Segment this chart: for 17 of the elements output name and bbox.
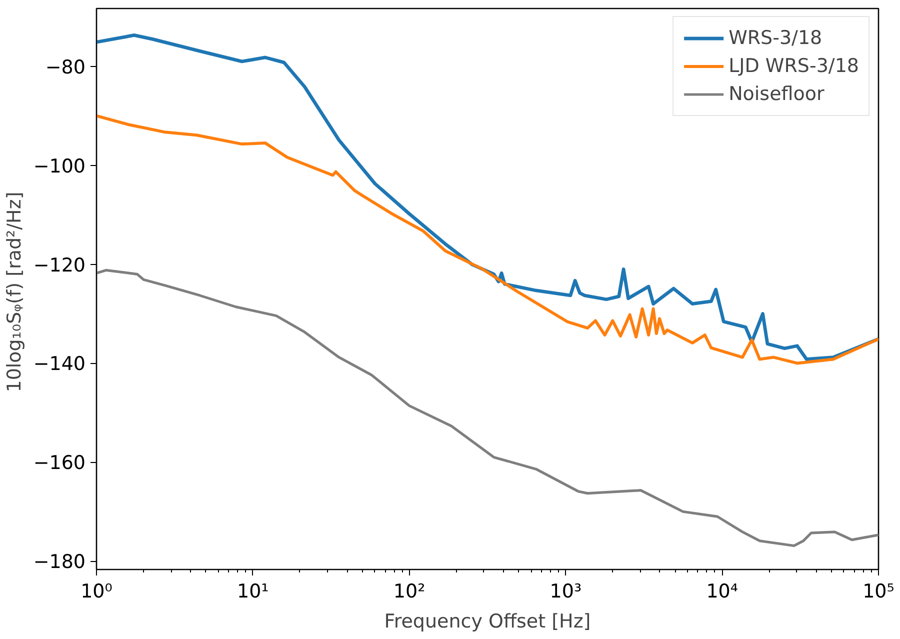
x-tick-label: 10² — [393, 580, 426, 602]
x-axis-title: Frequency Offset [Hz] — [384, 610, 591, 632]
y-tick-label: −100 — [33, 155, 86, 178]
legend-label: LJD WRS-3/18 — [728, 55, 859, 77]
x-tick-label: 10¹ — [237, 580, 269, 602]
x-tick-label: 10⁴ — [706, 580, 738, 602]
y-tick-label: −140 — [33, 353, 86, 376]
x-tick-label: 10³ — [550, 580, 582, 602]
y-tick-label: −180 — [33, 551, 86, 574]
y-tick-label: −120 — [33, 254, 86, 276]
y-tick-label: −160 — [33, 452, 86, 474]
y-axis-title: 10log₁₀Sᵩ(f) [rad²/Hz] — [3, 192, 26, 392]
legend-label: WRS-3/18 — [728, 27, 822, 49]
y-tick-label: −80 — [45, 56, 86, 78]
x-tick-label: 10⁵ — [862, 580, 894, 602]
x-tick-label: 10⁰ — [80, 580, 112, 602]
legend-label: Noisefloor — [728, 83, 824, 105]
